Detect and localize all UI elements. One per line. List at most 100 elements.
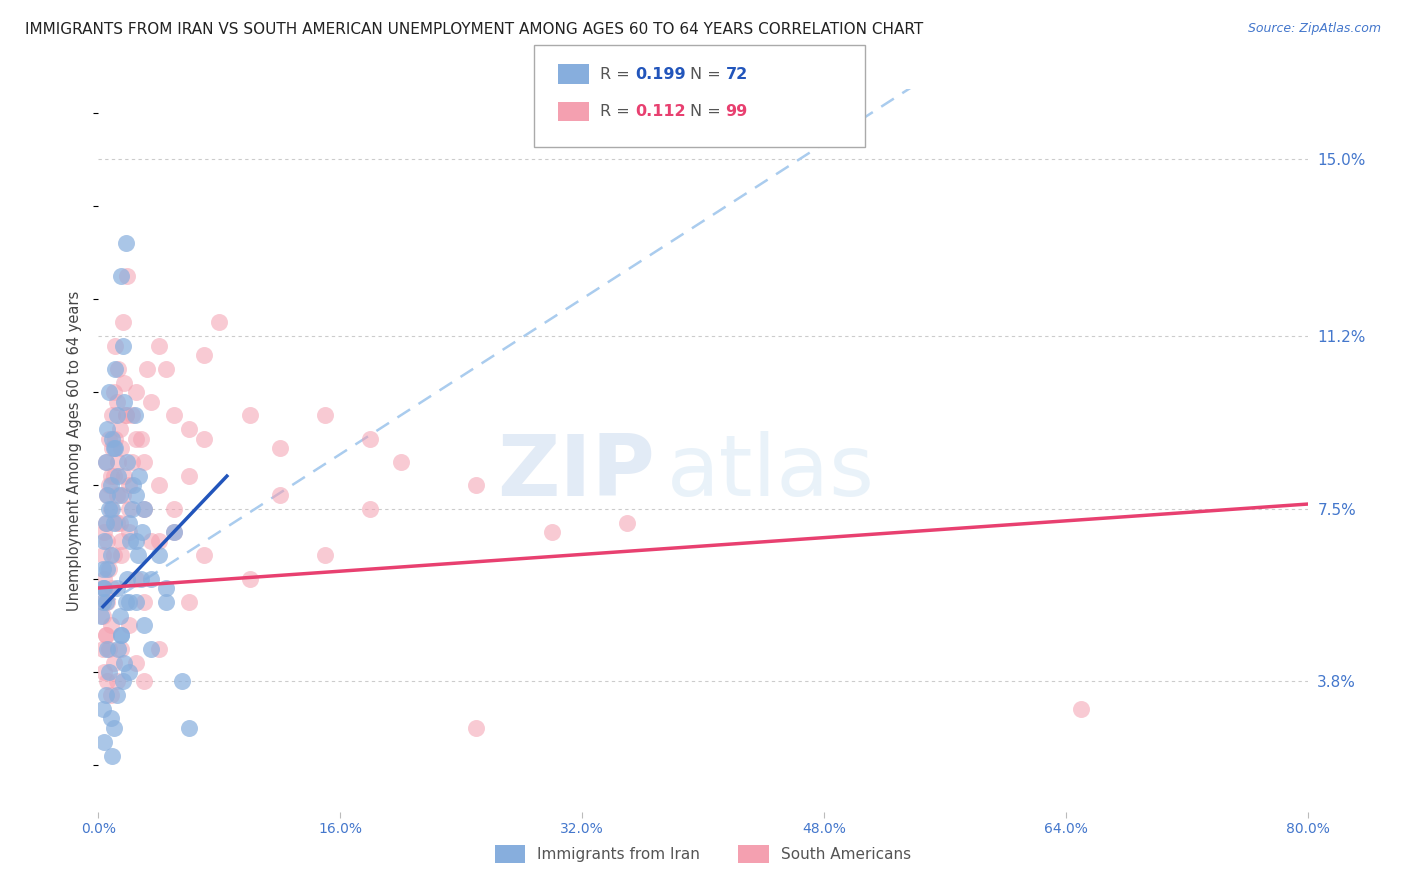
Point [100, 469, 122, 483]
Point [98, 385, 121, 400]
Text: R =: R = [600, 67, 636, 81]
Point [148, 549, 170, 563]
Point [96, 488, 118, 502]
Point [105, 674, 128, 689]
Point [125, 534, 148, 549]
Point [98, 432, 121, 446]
Point [91, 595, 114, 609]
Point [269, 441, 291, 455]
Point [129, 572, 152, 586]
Point [101, 748, 124, 763]
Point [98, 562, 121, 576]
Point [96, 562, 118, 576]
Point [94, 595, 117, 609]
Point [93, 524, 115, 539]
Point [114, 409, 136, 423]
Point [93, 581, 115, 595]
Point [96, 595, 118, 609]
Point [163, 524, 186, 539]
Point [122, 478, 145, 492]
Point [103, 656, 125, 670]
Point [108, 609, 131, 624]
Point [108, 516, 131, 530]
Point [101, 501, 124, 516]
Point [91, 581, 114, 595]
Point [112, 469, 135, 483]
Point [114, 595, 136, 609]
Point [155, 581, 177, 595]
Point [208, 315, 231, 329]
Point [132, 595, 155, 609]
Point [1070, 702, 1092, 716]
Point [110, 268, 132, 283]
Point [163, 409, 186, 423]
Point [104, 338, 127, 352]
Point [170, 674, 193, 689]
Point [125, 572, 148, 586]
Point [91, 609, 114, 624]
Point [118, 665, 141, 679]
Point [103, 721, 125, 735]
Point [100, 549, 122, 563]
Point [100, 618, 122, 632]
Point [104, 441, 127, 455]
Point [105, 581, 128, 595]
Point [93, 581, 115, 595]
Point [121, 455, 143, 469]
Point [155, 362, 177, 376]
Point [114, 409, 136, 423]
Point [101, 581, 124, 595]
Point [96, 534, 118, 549]
Point [314, 409, 336, 423]
Point [132, 674, 155, 689]
Point [100, 478, 122, 492]
Point [115, 455, 138, 469]
Point [114, 235, 136, 250]
Point [90, 609, 112, 624]
Point [179, 595, 201, 609]
Point [108, 422, 131, 436]
Point [103, 441, 125, 455]
Point [103, 469, 125, 483]
Point [100, 688, 122, 702]
Point [118, 524, 141, 539]
Point [148, 478, 170, 492]
Point [98, 665, 121, 679]
Point [179, 469, 201, 483]
Point [125, 595, 148, 609]
Point [132, 501, 155, 516]
Text: 72: 72 [725, 67, 748, 81]
Point [540, 524, 562, 539]
Point [128, 469, 150, 483]
Point [132, 455, 155, 469]
Point [269, 488, 291, 502]
Point [94, 516, 117, 530]
Point [91, 702, 114, 716]
Point [112, 656, 135, 670]
Point [148, 338, 170, 352]
Point [112, 394, 135, 409]
Point [115, 268, 138, 283]
Point [118, 516, 141, 530]
Point [239, 409, 262, 423]
Point [148, 641, 170, 656]
Point [118, 595, 141, 609]
Point [112, 376, 135, 390]
Point [163, 501, 186, 516]
Point [118, 501, 141, 516]
Point [94, 516, 117, 530]
Point [125, 385, 148, 400]
Point [141, 572, 163, 586]
Point [91, 549, 114, 563]
Point [107, 469, 129, 483]
Point [110, 441, 132, 455]
Point [104, 432, 127, 446]
Point [103, 549, 125, 563]
Point [94, 455, 117, 469]
Point [193, 432, 215, 446]
Point [132, 501, 155, 516]
Point [111, 315, 134, 329]
Point [100, 711, 122, 725]
Point [105, 488, 128, 502]
Point [124, 409, 146, 423]
